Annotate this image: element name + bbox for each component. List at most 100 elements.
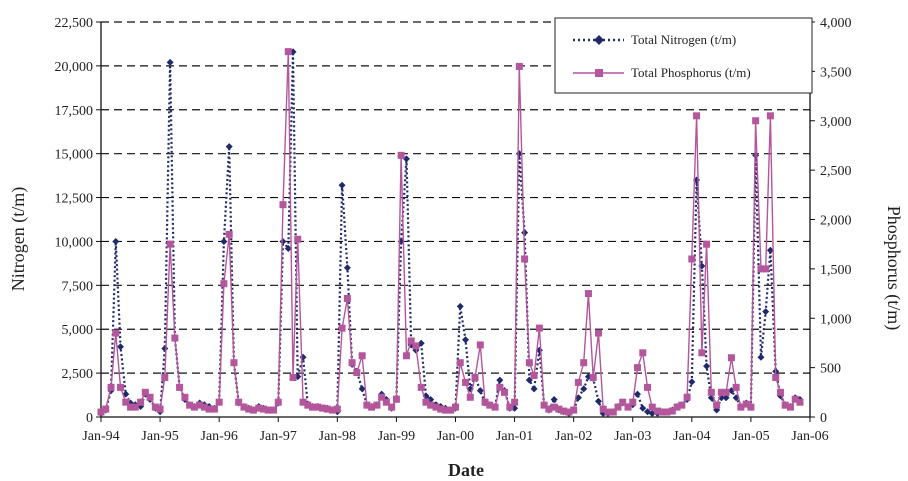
phosphorus-point: [141, 388, 149, 396]
phosphorus-point: [171, 334, 179, 342]
nitrogen-point: [766, 246, 774, 254]
phosphorus-point: [570, 406, 578, 414]
nitrogen-point: [112, 237, 120, 245]
x-tick-label: Jan-00: [437, 429, 474, 444]
phosphorus-point: [116, 383, 124, 391]
phosphorus-point: [732, 383, 740, 391]
phosphorus-point: [619, 398, 627, 406]
phosphorus-point: [521, 255, 529, 263]
series-total-phosphorus: [97, 48, 804, 416]
phosphorus-point: [220, 280, 228, 288]
y-left-tick-label: 22,500: [55, 16, 94, 31]
nitrogen-point: [161, 345, 169, 353]
phosphorus-point: [422, 398, 430, 406]
phosphorus-point: [762, 265, 770, 273]
nitrogen-point: [225, 143, 233, 151]
phosphorus-point: [240, 403, 248, 411]
nitrogen-point: [220, 237, 228, 245]
phosphorus-point: [545, 405, 553, 413]
nitrogen-point: [299, 353, 307, 361]
phosphorus-point: [688, 255, 696, 263]
nitrogen-point: [279, 237, 287, 245]
nitrogen-point: [639, 404, 647, 412]
phosphorus-point: [693, 112, 701, 120]
phosphorus-point: [648, 403, 656, 411]
phosphorus-point: [717, 388, 725, 396]
legend-marker-phosphorus: [595, 69, 603, 77]
phosphorus-point: [245, 405, 253, 413]
nitrogen-point: [343, 264, 351, 272]
nitrogen-point: [166, 58, 174, 66]
phosphorus-point: [181, 393, 189, 401]
nitrogen-point: [402, 155, 410, 163]
phosphorus-point: [604, 408, 612, 416]
phosphorus-point: [299, 398, 307, 406]
nitrogen-line: [100, 51, 801, 415]
phosphorus-point: [294, 235, 302, 243]
phosphorus-point: [146, 393, 154, 401]
phosphorus-point: [417, 383, 425, 391]
phosphorus-point: [427, 401, 435, 409]
y-left-tick-label: 12,500: [55, 192, 94, 207]
phosphorus-point: [574, 378, 582, 386]
phosphorus-point: [678, 401, 686, 409]
y-right-tick-label: 4,000: [820, 16, 852, 31]
phosphorus-point: [486, 401, 494, 409]
phosphorus-point: [683, 393, 691, 401]
phosphorus-point: [264, 406, 272, 414]
phosphorus-point: [609, 408, 617, 416]
phosphorus-point: [654, 407, 662, 415]
y-right-tick-label: 3,500: [820, 65, 852, 80]
phosphorus-point: [594, 329, 602, 337]
x-tick-label: Jan-96: [201, 429, 238, 444]
phosphorus-point: [235, 398, 243, 406]
phosphorus-point: [673, 403, 681, 411]
y-right-tick-label: 3,000: [820, 115, 852, 130]
y-axis-right-title: Phosphorus (t/m): [883, 206, 904, 331]
right-axis-ticks: 0 500 1,000 1,500 2,000 2,500 3,000 3,500 4,000: [810, 16, 852, 426]
phosphorus-point: [156, 405, 164, 413]
x-tick-label: Jan-06: [791, 429, 828, 444]
x-tick-label: Jan-97: [260, 429, 297, 444]
nitrogen-point: [476, 387, 484, 395]
phosphorus-point: [279, 201, 287, 209]
phosphorus-point: [259, 405, 267, 413]
phosphorus-point: [388, 403, 396, 411]
y-left-tick-label: 5,000: [62, 323, 94, 338]
y-right-tick-label: 2,000: [820, 214, 852, 229]
phosphorus-point: [210, 405, 218, 413]
phosphorus-point: [437, 405, 445, 413]
phosphorus-point: [550, 403, 558, 411]
phosphorus-point: [525, 359, 533, 367]
phosphorus-point: [796, 398, 804, 406]
phosphorus-point: [540, 401, 548, 409]
phosphorus-point: [447, 406, 455, 414]
phosphorus-point: [373, 401, 381, 409]
nitrogen-point: [580, 385, 588, 393]
phosphorus-point: [491, 403, 499, 411]
phosphorus-point: [127, 403, 135, 411]
legend-label-nitrogen: Total Nitrogen (t/m): [631, 32, 736, 47]
phosphorus-point: [190, 403, 198, 411]
phosphorus-point: [787, 403, 795, 411]
nitrogen-point: [530, 385, 538, 393]
phosphorus-point: [137, 398, 145, 406]
x-tick-label: Jan-01: [496, 429, 533, 444]
phosphorus-point: [112, 329, 120, 337]
phosphorus-point: [629, 398, 637, 406]
nitrogen-point: [550, 395, 558, 403]
phosphorus-point: [102, 405, 110, 413]
y-axis-left-title: Nitrogen (t/m): [8, 187, 29, 291]
phosphorus-point: [131, 403, 139, 411]
y-left-tick-label: 0: [86, 411, 93, 426]
nitrogen-point: [338, 181, 346, 189]
phosphorus-point: [353, 369, 361, 377]
phosphorus-point: [462, 378, 470, 386]
phosphorus-point: [703, 240, 711, 248]
phosphorus-point: [432, 403, 440, 411]
phosphorus-point: [343, 295, 351, 302]
phosphorus-point: [496, 383, 504, 391]
phosphorus-point: [456, 359, 464, 367]
phosphorus-point: [452, 403, 459, 411]
